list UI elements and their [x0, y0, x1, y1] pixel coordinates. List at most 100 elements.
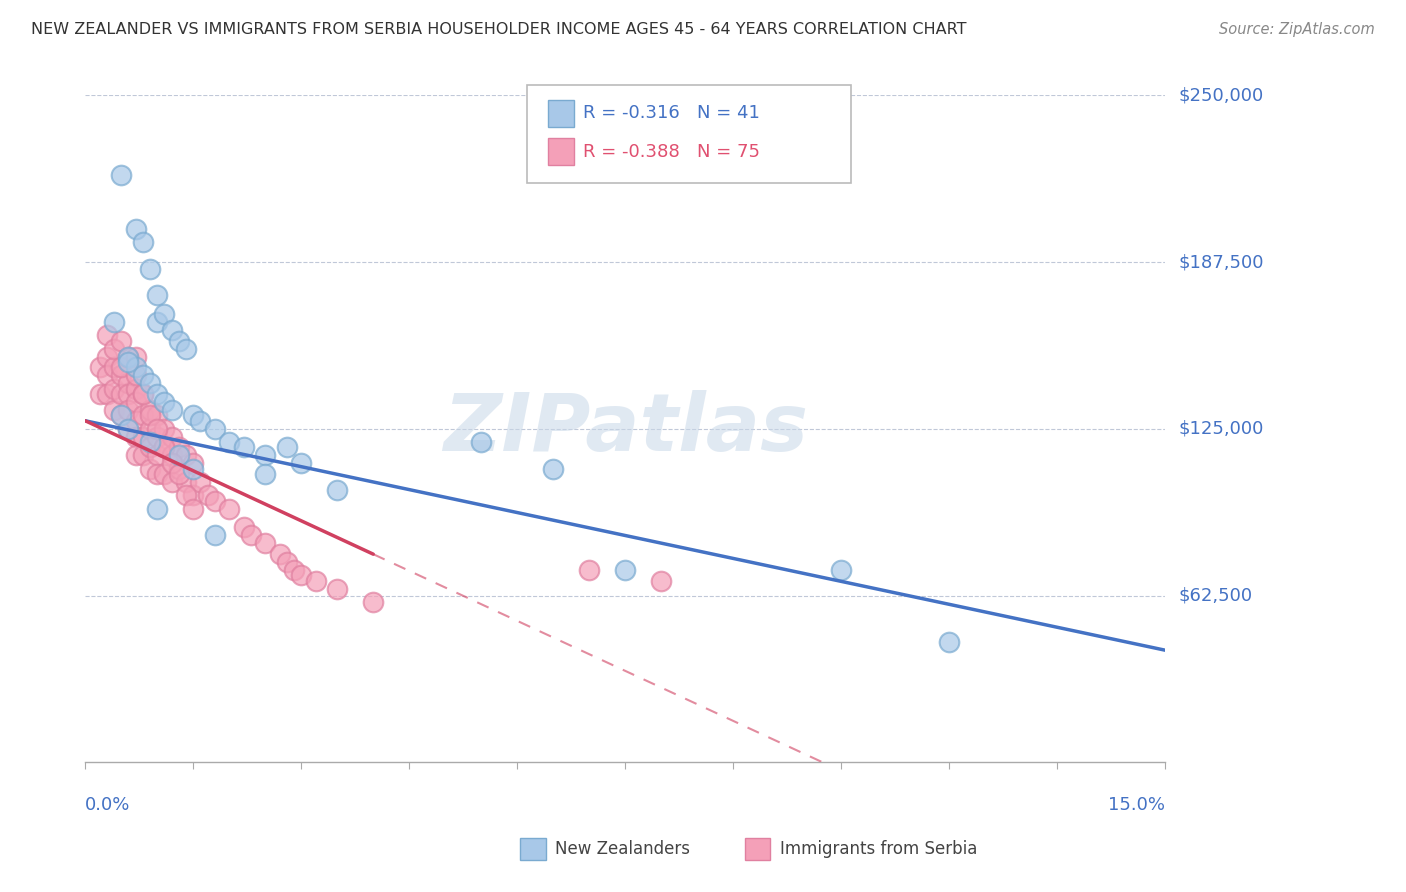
Point [254, 449, 277, 463]
Point [117, 355, 139, 369]
Text: ZIPatlas: ZIPatlas [443, 390, 807, 467]
Point [146, 467, 169, 482]
Point [160, 323, 183, 337]
Point [204, 493, 226, 508]
Point [174, 488, 197, 502]
Point [146, 430, 169, 444]
Point [139, 422, 162, 436]
Point [139, 441, 162, 455]
Point [232, 520, 254, 534]
Point [125, 360, 148, 375]
Point [146, 315, 169, 329]
Point [153, 467, 176, 482]
Point [103, 342, 125, 356]
Point [167, 334, 190, 348]
Point [146, 449, 169, 463]
Point [132, 387, 155, 401]
Point [181, 462, 204, 476]
Point [125, 414, 148, 428]
Point [181, 457, 204, 471]
Point [125, 350, 148, 364]
Point [89, 360, 111, 375]
Point [132, 368, 155, 383]
Point [117, 422, 139, 436]
Point [326, 483, 349, 497]
Text: $125,000: $125,000 [1180, 420, 1264, 438]
Point [218, 501, 240, 516]
Point [938, 635, 960, 649]
Point [110, 169, 132, 183]
Point [132, 235, 155, 249]
Point [96, 368, 118, 383]
Point [117, 387, 139, 401]
Point [160, 403, 183, 417]
Point [110, 360, 132, 375]
Text: R = -0.388   N = 75: R = -0.388 N = 75 [583, 143, 761, 161]
Point [361, 595, 384, 609]
Text: Source: ZipAtlas.com: Source: ZipAtlas.com [1219, 22, 1375, 37]
Point [190, 414, 212, 428]
Text: Immigrants from Serbia: Immigrants from Serbia [780, 840, 977, 858]
Point [139, 261, 162, 276]
Text: New Zealanders: New Zealanders [555, 840, 690, 858]
Point [117, 403, 139, 417]
Point [125, 382, 148, 396]
Point [139, 376, 162, 391]
Point [117, 350, 139, 364]
Point [181, 488, 204, 502]
Point [254, 536, 277, 550]
Point [117, 422, 139, 436]
Point [139, 403, 162, 417]
Point [204, 422, 226, 436]
Point [96, 387, 118, 401]
Point [218, 435, 240, 450]
Point [290, 568, 312, 582]
Point [103, 403, 125, 417]
Point [830, 563, 852, 577]
Text: $250,000: $250,000 [1180, 87, 1264, 104]
Point [132, 387, 155, 401]
Text: $187,500: $187,500 [1180, 253, 1264, 271]
Point [167, 449, 190, 463]
Point [153, 395, 176, 409]
Point [125, 395, 148, 409]
Point [110, 334, 132, 348]
Text: R = -0.316   N = 41: R = -0.316 N = 41 [583, 104, 761, 122]
Point [110, 387, 132, 401]
Point [125, 430, 148, 444]
Point [160, 449, 183, 463]
Point [326, 582, 349, 596]
Point [650, 574, 672, 588]
Point [283, 563, 305, 577]
Point [139, 409, 162, 423]
Point [232, 441, 254, 455]
Point [146, 409, 169, 423]
Point [89, 387, 111, 401]
Point [254, 467, 277, 482]
Text: 0.0%: 0.0% [86, 796, 131, 814]
Point [239, 528, 262, 542]
Point [146, 501, 169, 516]
Point [110, 409, 132, 423]
Point [269, 547, 291, 561]
Point [139, 435, 162, 450]
Point [146, 288, 169, 302]
Point [110, 409, 132, 423]
Point [125, 449, 148, 463]
Point [204, 528, 226, 542]
Point [197, 488, 219, 502]
Point [160, 475, 183, 490]
Point [276, 555, 298, 569]
Point [132, 409, 155, 423]
Point [190, 475, 212, 490]
Point [103, 382, 125, 396]
Point [125, 221, 148, 235]
Point [160, 430, 183, 444]
Point [96, 350, 118, 364]
Point [139, 462, 162, 476]
Point [181, 409, 204, 423]
Point [146, 422, 169, 436]
Text: $62,500: $62,500 [1180, 587, 1253, 605]
Point [181, 501, 204, 516]
Point [132, 430, 155, 444]
